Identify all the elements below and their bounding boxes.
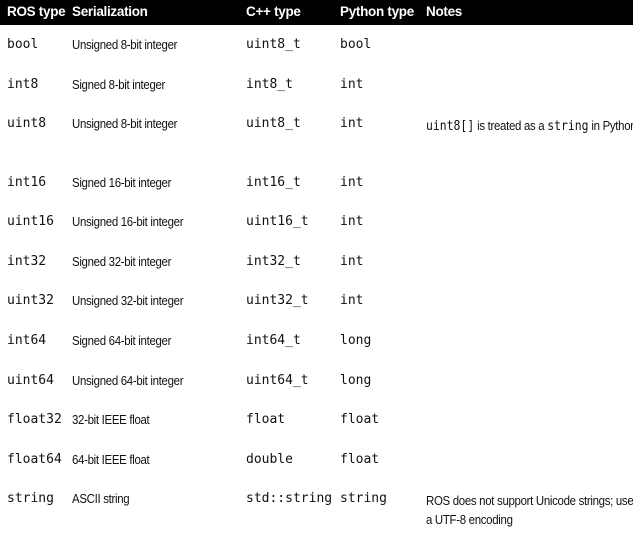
cell-ros-type: string bbox=[7, 491, 54, 506]
cell-serialization: Signed 32-bit integer bbox=[72, 254, 172, 269]
cell-python-type: string bbox=[340, 491, 387, 506]
cell-serialization: ASCII string bbox=[72, 491, 130, 506]
header-ros-type: ROS type bbox=[7, 4, 66, 19]
table-header: ROS type Serialization C++ type Python t… bbox=[0, 0, 633, 25]
cell-python-type: bool bbox=[340, 37, 372, 52]
cell-serialization: Unsigned 64-bit integer bbox=[72, 373, 184, 388]
note-text: in Python bbox=[588, 118, 633, 133]
cell-python-type: int bbox=[340, 254, 364, 269]
cell-notes: ROS does not support Unicode strings; us… bbox=[426, 493, 633, 527]
cell-serialization: Signed 64-bit integer bbox=[72, 333, 172, 348]
cell-ros-type: uint32 bbox=[7, 293, 54, 308]
cell-python-type: int bbox=[340, 77, 364, 92]
cell-serialization: Unsigned 16-bit integer bbox=[72, 214, 184, 229]
cell-ros-type: uint64 bbox=[7, 373, 54, 388]
cell-python-type: long bbox=[340, 333, 372, 348]
cell-ros-type: float32 bbox=[7, 412, 62, 427]
cell-ros-type: int64 bbox=[7, 333, 47, 348]
header-serialization: Serialization bbox=[72, 4, 148, 19]
cell-ros-type: uint16 bbox=[7, 214, 54, 229]
cell-cpp-type: int8_t bbox=[246, 77, 293, 92]
cell-serialization: Unsigned 8-bit integer bbox=[72, 116, 178, 131]
cell-cpp-type: double bbox=[246, 452, 293, 467]
cell-serialization: Signed 16-bit integer bbox=[72, 175, 172, 190]
cell-python-type: int bbox=[340, 175, 364, 190]
cell-python-type: int bbox=[340, 116, 364, 131]
cell-cpp-type: uint8_t bbox=[246, 116, 301, 131]
cell-cpp-type: int64_t bbox=[246, 333, 301, 348]
cell-python-type: int bbox=[340, 293, 364, 308]
cell-serialization: Unsigned 32-bit integer bbox=[72, 293, 184, 308]
note-code: string bbox=[547, 119, 589, 134]
cell-cpp-type: int32_t bbox=[246, 254, 301, 269]
cell-serialization: 32-bit IEEE float bbox=[72, 412, 150, 427]
cell-cpp-type: uint16_t bbox=[246, 214, 309, 229]
cell-serialization: Signed 8-bit integer bbox=[72, 77, 166, 92]
note-code: uint8[] bbox=[426, 119, 475, 134]
cell-cpp-type: float bbox=[246, 412, 286, 427]
cell-cpp-type: int16_t bbox=[246, 175, 301, 190]
cell-cpp-type: std::string bbox=[246, 491, 333, 506]
cell-python-type: float bbox=[340, 452, 380, 467]
cell-ros-type: float64 bbox=[7, 452, 62, 467]
cell-serialization: Unsigned 8-bit integer bbox=[72, 37, 178, 52]
cell-ros-type: bool bbox=[7, 37, 39, 52]
cell-ros-type: int32 bbox=[7, 254, 47, 269]
header-python-type: Python type bbox=[340, 4, 414, 19]
header-cpp-type: C++ type bbox=[246, 4, 301, 19]
note-text: is treated as a bbox=[474, 118, 548, 133]
cell-cpp-type: uint8_t bbox=[246, 37, 301, 52]
header-notes: Notes bbox=[426, 4, 463, 19]
cell-cpp-type: uint64_t bbox=[246, 373, 309, 388]
cell-python-type: long bbox=[340, 373, 372, 388]
cell-cpp-type: uint32_t bbox=[246, 293, 309, 308]
cell-ros-type: uint8 bbox=[7, 116, 47, 131]
cell-python-type: float bbox=[340, 412, 380, 427]
cell-python-type: int bbox=[340, 214, 364, 229]
ros-type-table: ROS type Serialization C++ type Python t… bbox=[0, 0, 633, 527]
cell-ros-type: int16 bbox=[7, 175, 47, 190]
cell-serialization: 64-bit IEEE float bbox=[72, 452, 150, 467]
cell-ros-type: int8 bbox=[7, 77, 39, 92]
cell-notes: uint8[] is treated as a string in Python bbox=[426, 116, 633, 136]
